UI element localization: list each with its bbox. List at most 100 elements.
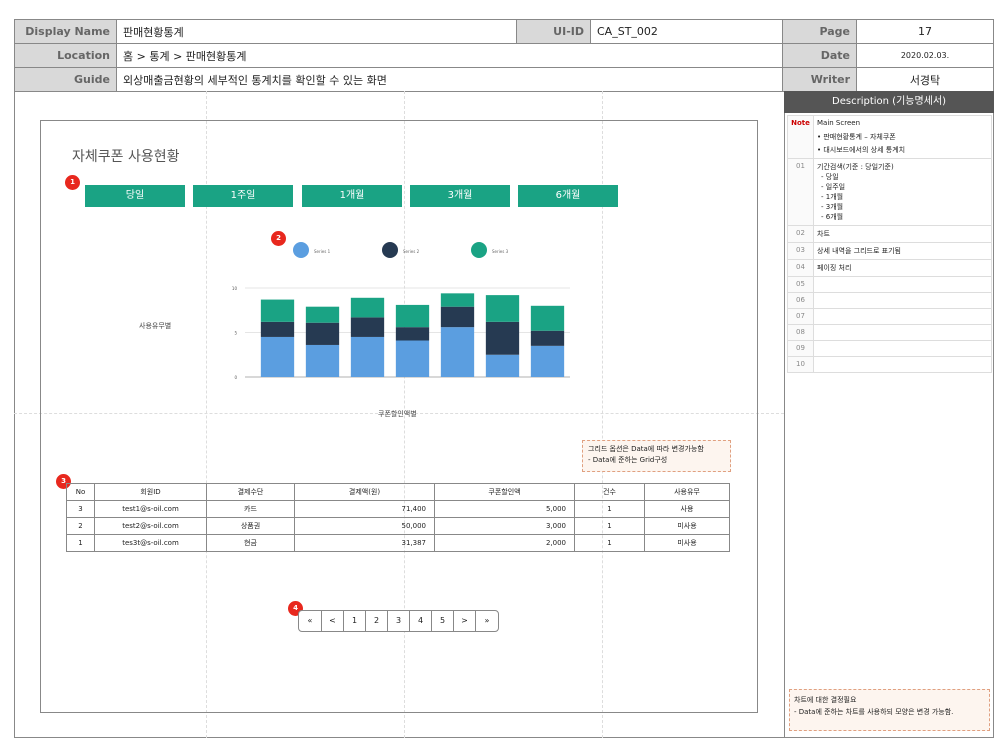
description-row-number: 06 [787,292,814,309]
bar-segment-series-3[interactable] [350,297,385,318]
legend-dot-series-2 [382,242,398,258]
bar-segment-series-3[interactable] [440,293,475,307]
prev-page-button[interactable]: < [321,610,344,632]
column-header[interactable]: No [66,483,95,501]
description-row-content [813,356,992,373]
table-row[interactable]: 3 test1@s-oil.com 카드 71,400 5,000 1 사용 [66,500,730,518]
description-row: 08 [787,324,992,341]
bar-segment-series-3[interactable] [530,305,565,331]
location-value: 홈 > 통계 > 판매현황통계 [116,43,783,68]
bar-segment-series-1[interactable] [485,354,520,377]
cell-count: 1 [574,534,645,552]
bar-segment-series-2[interactable] [485,321,520,355]
note-line: Main Screen [817,119,861,127]
writer-label: Writer [782,67,857,92]
period-1month-button[interactable]: 1개월 [302,185,402,207]
description-row-content [813,308,992,325]
period-3month-button[interactable]: 3개월 [410,185,510,207]
legend-label: Series 3 [492,249,509,254]
description-row-number: 05 [787,276,814,293]
bar-segment-series-1[interactable] [260,336,295,377]
column-header[interactable]: 결제수단 [206,483,295,501]
y-axis-label: 사용유무별 [139,322,172,330]
description-row-content: 페이징 처리 [813,259,992,277]
next-page-button[interactable]: > [453,610,476,632]
bar-segment-series-3[interactable] [485,295,520,322]
y-tick-label: 10 [232,286,238,291]
guide-line [14,413,784,414]
period-1week-button[interactable]: 1주일 [193,185,293,207]
table-header-row: No 회원ID 결제수단 결제액(원) 쿠폰할인액 건수 사용유무 [66,483,730,501]
column-header[interactable]: 결제액(원) [294,483,435,501]
legend-label: Series 1 [314,249,331,254]
header-table: Display Name 판매현황통계 UI-ID CA_ST_002 Page… [14,19,994,92]
column-header[interactable]: 회원ID [94,483,207,501]
bar-segment-series-2[interactable] [395,327,430,341]
guide-line [602,91,603,738]
page-value: 17 [856,19,994,44]
column-header[interactable]: 사용유무 [644,483,730,501]
grid-remark-title: 그리드 옵션은 Data에 따라 변경가능함 [588,445,704,453]
last-page-button[interactable]: » [475,610,499,632]
stacked-bar-chart: 0 5 10 [232,286,570,380]
bar-segment-series-2[interactable] [305,322,340,345]
writer-value: 서경탁 [856,67,994,92]
marker-badge: 1 [65,175,80,190]
description-bottom-note: 차트에 대한 결정필요 - Data에 준하는 차트를 사용하되 모양은 변경 … [789,689,990,731]
cell-member-id: tes3t@s-oil.com [94,534,207,552]
description-line: 상세 내역을 그리드로 표기됨 [817,247,901,255]
bar-segment-series-1[interactable] [395,340,430,377]
note-content: Main Screen • 판매현황통계 – 자체쿠폰 • 대시보드에서의 상세… [813,115,992,159]
page-button-3[interactable]: 3 [387,610,410,632]
cell-payment-amount: 71,400 [294,500,435,518]
description-line: 차트 [817,230,830,238]
table-row[interactable]: 1 tes3t@s-oil.com 현금 31,387 2,000 1 미사용 [66,534,730,552]
note-label: Note [787,115,814,159]
column-header[interactable]: 쿠폰할인액 [434,483,575,501]
period-6month-button[interactable]: 6개월 [518,185,618,207]
bar-segment-series-1[interactable] [305,344,340,377]
description-line: - 1개월 [821,193,844,201]
description-row-content [813,340,992,357]
description-line [817,328,988,337]
description-line [817,344,988,353]
bar-segment-series-2[interactable] [440,306,475,328]
page-button-4[interactable]: 4 [409,610,432,632]
description-row-number: 09 [787,340,814,357]
bar-segment-series-1[interactable] [440,327,475,377]
page-button-2[interactable]: 2 [365,610,388,632]
cell-count: 1 [574,500,645,518]
bar-segment-series-2[interactable] [260,321,295,337]
y-tick-label: 0 [234,375,237,380]
grid-remark-box: 그리드 옵션은 Data에 따라 변경가능함 - Data에 준하는 Grid구… [582,440,731,472]
bar-segment-series-3[interactable] [305,306,340,323]
description-row: 03 상세 내역을 그리드로 표기됨 [787,242,992,260]
cell-payment-method: 카드 [206,500,295,518]
description-line: - 일주일 [821,183,846,191]
bar-segment-series-3[interactable] [395,304,430,328]
guide-label: Guide [14,67,117,92]
display-name-value: 판매현황통계 [116,19,517,44]
period-today-button[interactable]: 당일 [85,185,185,207]
first-page-button[interactable]: « [298,610,322,632]
bar-segment-series-1[interactable] [350,336,385,377]
table-row[interactable]: 2 test2@s-oil.com 상품권 50,000 3,000 1 미사용 [66,517,730,535]
bar-segment-series-3[interactable] [260,299,295,322]
panel-divider [784,91,785,738]
description-row-content [813,292,992,309]
legend-dot-series-3 [471,242,487,258]
date-label: Date [782,43,857,68]
column-header[interactable]: 건수 [574,483,645,501]
cell-no: 2 [66,517,95,535]
page-button-5[interactable]: 5 [431,610,454,632]
bar-segment-series-2[interactable] [530,330,565,346]
description-line: - 6개월 [821,213,844,221]
description-row: 01 기간검색(기준 : 당일기준) - 당일 - 일주일 - 1개월 - 3개월 - 6개… [787,158,992,226]
description-row-content [813,324,992,341]
page-button-1[interactable]: 1 [343,610,366,632]
cell-usage: 사용 [644,500,730,518]
bar-segment-series-1[interactable] [530,345,565,377]
cell-member-id: test2@s-oil.com [94,517,207,535]
bar-segment-series-2[interactable] [350,317,385,337]
cell-usage: 미사용 [644,517,730,535]
